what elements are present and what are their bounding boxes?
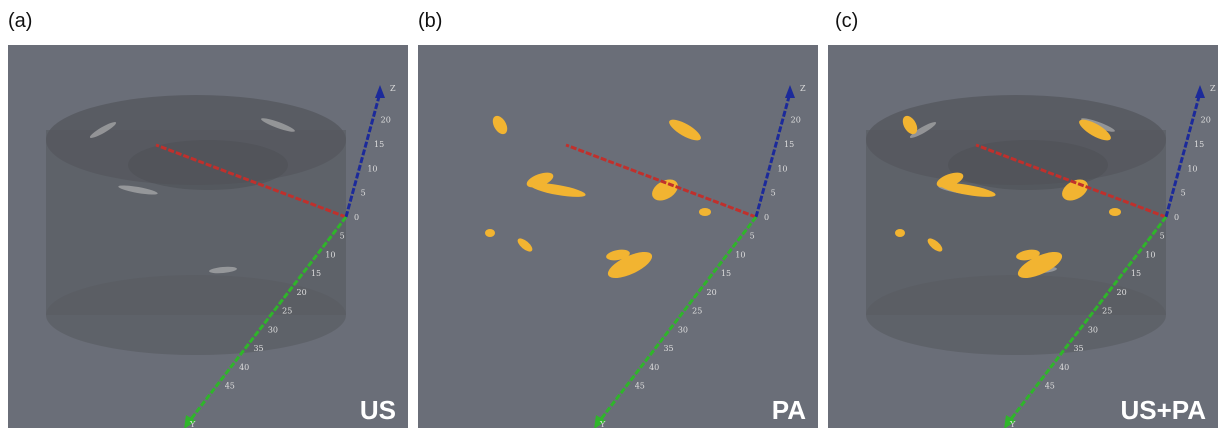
y-tick-label: 10	[325, 250, 335, 259]
panel-caption: PA	[772, 395, 806, 425]
pa-signal	[1109, 208, 1121, 216]
y-tick-label: 30	[678, 325, 688, 334]
panel-label: (b)	[418, 10, 442, 33]
panel-caption: US	[360, 395, 396, 425]
y-tick-label: 40	[649, 363, 659, 372]
y-tick-label: 10	[1145, 250, 1155, 259]
y-tick-label: 35	[663, 344, 673, 353]
z-tick-label: 10	[777, 164, 787, 173]
y-tick-label: 10	[735, 250, 745, 259]
y-tick-label: 15	[1131, 269, 1141, 278]
y-tick-label: 30	[268, 325, 278, 334]
y-tick-label: 15	[311, 269, 321, 278]
z-tick-label: 5	[361, 189, 366, 198]
y-axis-name: Y	[1009, 420, 1016, 428]
y-tick-label: 45	[225, 382, 235, 391]
y-tick-label: 30	[1088, 325, 1098, 334]
y-tick-label: 20	[707, 288, 717, 297]
y-tick-label: 40	[1059, 363, 1069, 372]
y-tick-label: 35	[253, 344, 263, 353]
z-tick-label: 15	[784, 140, 794, 149]
figure: (a) (b) (c) Z Y 0 5 10 15 20 5 10 15 20 25 30 35 40 45 U…	[0, 0, 1224, 431]
y-axis-name: Y	[189, 420, 196, 428]
z-tick-label: 15	[1194, 140, 1204, 149]
z-tick-label: 5	[1181, 189, 1186, 198]
panel-label: (a)	[8, 10, 32, 33]
panel-us: Z Y 0 5 10 15 20 5 10 15 20 25 30 35 40 45 US	[8, 45, 408, 428]
y-tick-label: 15	[721, 269, 731, 278]
z-tick-label: 0	[1174, 213, 1179, 222]
z-tick-label: 0	[764, 213, 769, 222]
y-tick-label: 40	[239, 363, 249, 372]
y-tick-label: 25	[1102, 307, 1112, 316]
z-tick-label: 10	[1187, 164, 1197, 173]
y-tick-label: 5	[1160, 232, 1165, 241]
z-axis-name: Z	[1210, 84, 1216, 93]
y-tick-label: 5	[750, 232, 755, 241]
y-tick-label: 25	[282, 307, 292, 316]
pa-signal	[485, 229, 495, 237]
y-tick-label: 20	[297, 288, 307, 297]
z-tick-label: 10	[367, 164, 377, 173]
background	[418, 45, 818, 428]
z-axis-name: Z	[800, 84, 806, 93]
y-tick-label: 45	[635, 382, 645, 391]
z-tick-label: 0	[354, 213, 359, 222]
pa-signal	[895, 229, 905, 237]
panel-pa: Z Y 0 5 10 15 20 5 10 15 20 25 30 35 40 45 PA	[418, 45, 818, 428]
panel-label: (c)	[835, 10, 858, 33]
z-tick-label: 20	[381, 116, 391, 125]
panel-us-pa: Z Y 0 5 10 15 20 5 10 15 20 25 30 35 40 45 US+PA	[828, 45, 1218, 428]
y-tick-label: 20	[1117, 288, 1127, 297]
y-axis-name: Y	[599, 420, 606, 428]
z-tick-label: 20	[791, 116, 801, 125]
y-tick-label: 5	[340, 232, 345, 241]
y-tick-label: 45	[1045, 382, 1055, 391]
z-tick-label: 15	[374, 140, 384, 149]
pa-signal	[699, 208, 711, 216]
y-tick-label: 35	[1073, 344, 1083, 353]
panel-caption: US+PA	[1121, 395, 1207, 425]
z-tick-label: 5	[771, 189, 776, 198]
y-tick-label: 25	[692, 307, 702, 316]
z-axis-name: Z	[390, 84, 396, 93]
z-tick-label: 20	[1201, 116, 1211, 125]
